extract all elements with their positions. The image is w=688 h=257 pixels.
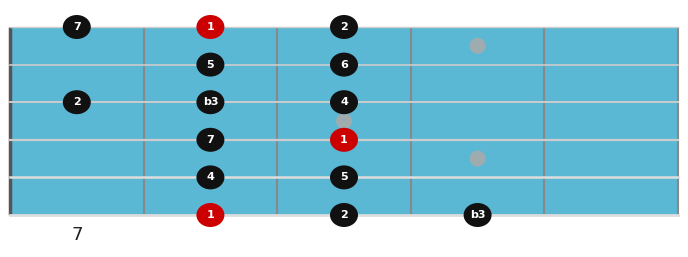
Text: 7: 7	[206, 135, 214, 145]
Circle shape	[470, 151, 486, 167]
Text: 2: 2	[340, 210, 348, 220]
Ellipse shape	[330, 53, 358, 77]
Text: 7: 7	[71, 226, 83, 244]
Text: 6: 6	[340, 60, 348, 70]
Text: 7: 7	[73, 22, 80, 32]
Ellipse shape	[330, 15, 358, 39]
Ellipse shape	[196, 166, 224, 189]
Ellipse shape	[330, 90, 358, 114]
Ellipse shape	[196, 128, 224, 152]
Ellipse shape	[330, 128, 358, 152]
Ellipse shape	[196, 53, 224, 77]
Text: 1: 1	[206, 22, 214, 32]
Bar	[10, 27, 678, 215]
Text: 4: 4	[206, 172, 215, 182]
Text: 1: 1	[340, 135, 348, 145]
Ellipse shape	[196, 203, 224, 227]
Text: 5: 5	[340, 172, 348, 182]
Ellipse shape	[196, 90, 224, 114]
Text: 4: 4	[340, 97, 348, 107]
Ellipse shape	[330, 166, 358, 189]
Circle shape	[470, 38, 486, 54]
Ellipse shape	[330, 203, 358, 227]
Text: b3: b3	[203, 97, 218, 107]
Text: b3: b3	[470, 210, 485, 220]
Text: 5: 5	[206, 60, 214, 70]
Circle shape	[336, 113, 352, 129]
Ellipse shape	[63, 90, 91, 114]
Text: 1: 1	[206, 210, 214, 220]
Text: 2: 2	[340, 22, 348, 32]
Ellipse shape	[464, 203, 492, 227]
Ellipse shape	[63, 15, 91, 39]
Ellipse shape	[196, 15, 224, 39]
Text: 2: 2	[73, 97, 80, 107]
